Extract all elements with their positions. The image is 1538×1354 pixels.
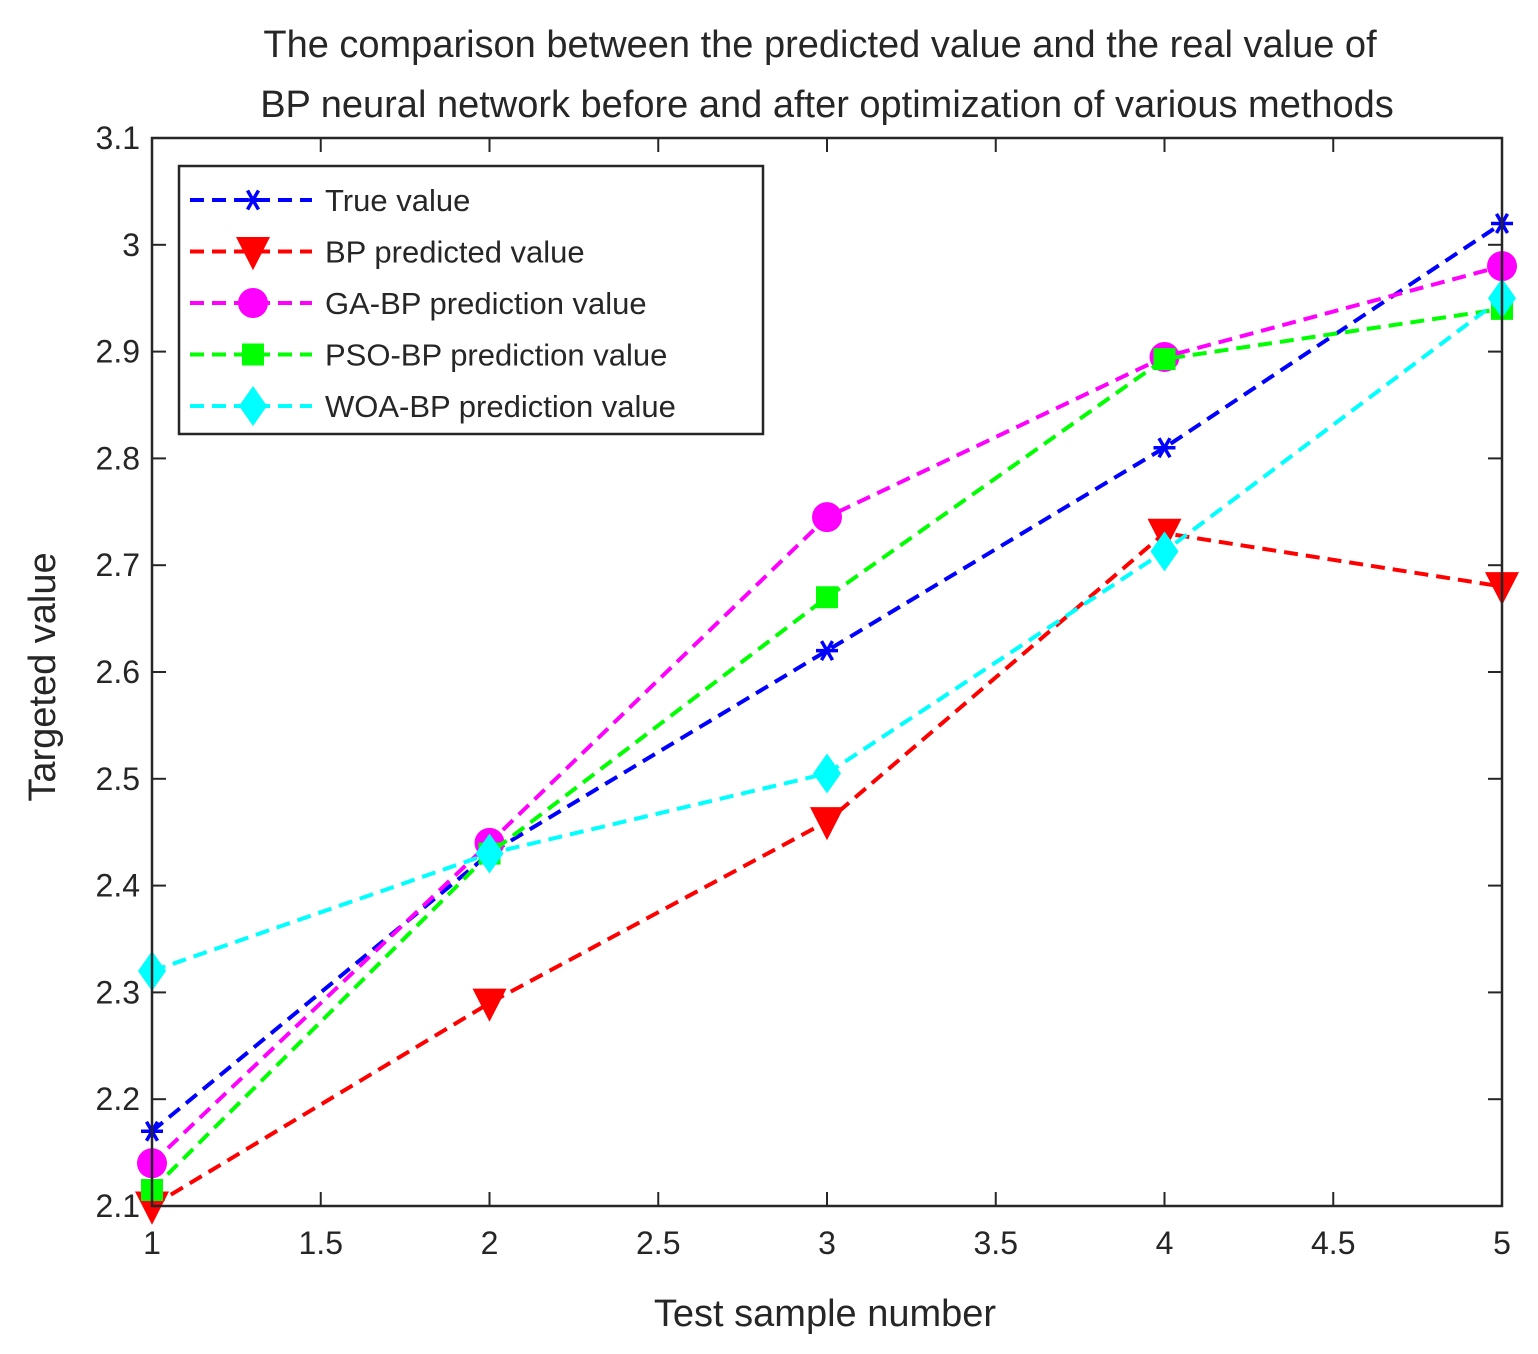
chart-title-line-2: BP neural network before and after optim… bbox=[260, 84, 1394, 126]
data-point bbox=[813, 753, 841, 794]
tick-labels: 1 1.5 2 2.5 3 3.5 4 4.5 5 2.1 2.2 2.3 2.4 2.5 2.6 2.7 2.… bbox=[96, 120, 1511, 1261]
legend-label: PSO-BP prediction value bbox=[325, 338, 667, 373]
chart-title: The comparison between the predicted val… bbox=[260, 24, 1394, 126]
legend-label: BP predicted value bbox=[325, 235, 585, 270]
y-tick-label: 2.5 bbox=[96, 761, 140, 797]
data-point bbox=[816, 640, 838, 662]
y-tick-label: 3.1 bbox=[96, 120, 140, 156]
legend-entry: BP predicted value bbox=[190, 235, 585, 271]
data-point bbox=[816, 586, 838, 609]
series-1 bbox=[141, 213, 1513, 1142]
x-tick-label: 2.5 bbox=[636, 1225, 680, 1261]
chart-title-line-1: The comparison between the predicted val… bbox=[263, 24, 1377, 66]
x-tick-label: 3.5 bbox=[974, 1225, 1018, 1261]
legend-marker bbox=[239, 386, 267, 426]
x-tick-label: 4.5 bbox=[1311, 1225, 1355, 1261]
x-axis-label: Test sample number bbox=[654, 1293, 996, 1335]
x-tick-label: 3 bbox=[818, 1225, 836, 1261]
series-line bbox=[150, 306, 1503, 1192]
x-tick-label: 1.5 bbox=[299, 1225, 343, 1261]
legend-entry: PSO-BP prediction value bbox=[190, 338, 667, 373]
y-tick-label: 2.9 bbox=[96, 334, 140, 370]
y-tick-label: 2.2 bbox=[96, 1081, 140, 1117]
legend-label: True value bbox=[325, 183, 470, 218]
axes bbox=[150, 136, 1504, 1208]
data-point bbox=[810, 807, 844, 841]
data-point bbox=[1153, 437, 1176, 459]
legend-label: GA-BP prediction value bbox=[325, 286, 647, 321]
axes-box bbox=[150, 136, 1504, 1208]
legend-entry: True value bbox=[190, 183, 470, 218]
legend-marker bbox=[236, 237, 270, 271]
legend-entry: WOA-BP prediction value bbox=[190, 386, 676, 426]
data-point bbox=[472, 988, 507, 1022]
data-point bbox=[475, 833, 504, 874]
y-tick-label: 2.6 bbox=[96, 654, 140, 690]
x-tick-label: 1 bbox=[143, 1225, 161, 1261]
data-point bbox=[1150, 531, 1179, 572]
series-5 bbox=[138, 278, 1516, 992]
y-tick-label: 2.7 bbox=[96, 547, 140, 583]
x-tick-label: 5 bbox=[1493, 1225, 1511, 1261]
legend-box bbox=[177, 164, 765, 436]
legend-marker bbox=[238, 288, 268, 318]
y-tick-label: 2.3 bbox=[96, 974, 140, 1010]
data-point bbox=[1153, 348, 1176, 371]
x-tick-label: 2 bbox=[481, 1225, 499, 1261]
y-tick-label: 3 bbox=[122, 227, 140, 263]
series-line bbox=[150, 221, 1504, 1133]
legend-label: WOA-BP prediction value bbox=[325, 389, 676, 424]
legend: True value BP predicted value GA-BP predic… bbox=[177, 164, 765, 436]
y-tick-label: 2.1 bbox=[96, 1188, 140, 1224]
legend-entry: GA-BP prediction value bbox=[190, 286, 647, 321]
y-tick-label: 2.8 bbox=[96, 440, 140, 476]
x-tick-label: 4 bbox=[1156, 1225, 1174, 1261]
legend-marker bbox=[242, 343, 264, 366]
y-tick-label: 2.4 bbox=[96, 868, 140, 904]
data-point bbox=[812, 502, 842, 533]
legend-marker bbox=[242, 189, 264, 211]
y-axis-label: Targeted value bbox=[22, 552, 64, 801]
